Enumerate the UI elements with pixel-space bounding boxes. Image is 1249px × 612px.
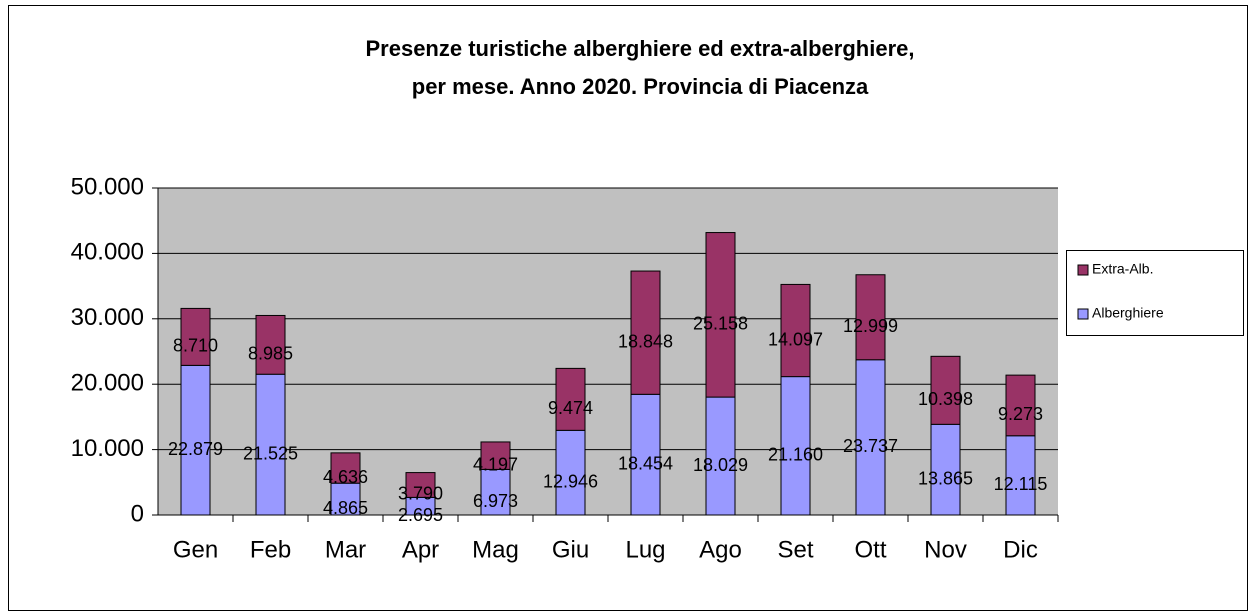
legend-swatch: [1077, 264, 1089, 276]
x-tick-label: Ago: [699, 536, 742, 563]
value-label: 21.160: [768, 445, 823, 465]
value-label: 6.973: [473, 491, 518, 511]
legend-swatch: [1077, 308, 1089, 320]
x-tick-label: Ott: [854, 536, 886, 563]
bar-segment: [930, 355, 961, 425]
value-label: 21.525: [243, 443, 298, 463]
bar-segment: [480, 441, 511, 470]
y-tick-label: 10.000: [71, 435, 144, 462]
value-label: 13.865: [918, 468, 973, 488]
bar-segment: [855, 274, 886, 361]
bar-segment: [780, 283, 811, 378]
value-label: 4.197: [473, 454, 518, 474]
bar-segment: [180, 307, 211, 366]
value-label: 8.710: [173, 336, 218, 356]
value-label: 8.985: [248, 344, 293, 364]
chart-subtitle: per mese. Anno 2020. Provincia di Piacen…: [412, 74, 869, 99]
y-tick-label: 20.000: [71, 370, 144, 397]
bar-segment: [705, 232, 736, 398]
bar-segment: [630, 270, 661, 395]
x-tick-label: Set: [777, 536, 813, 563]
x-tick-label: Feb: [250, 536, 291, 563]
x-tick-label: Mag: [472, 536, 519, 563]
x-tick-label: Nov: [924, 536, 967, 563]
plot-area: [158, 188, 1058, 515]
value-label: 12.946: [543, 471, 598, 491]
value-label: 18.848: [618, 331, 673, 351]
x-tick-label: Giu: [552, 536, 589, 563]
bar-segment: [405, 472, 436, 498]
bar-segment: [480, 468, 511, 516]
bar-segment: [180, 364, 211, 516]
x-tick-label: Gen: [173, 536, 218, 563]
bar-segment: [1005, 374, 1036, 437]
value-label: 25.158: [693, 314, 748, 334]
y-tick-label: 30.000: [71, 304, 144, 331]
bar-segment: [255, 314, 286, 375]
value-label: 12.999: [843, 316, 898, 336]
y-tick-label: 40.000: [71, 239, 144, 266]
bar-segment: [255, 373, 286, 516]
value-label: 4.865: [323, 498, 368, 518]
bar-segment: [630, 393, 661, 516]
value-label: 23.737: [843, 436, 898, 456]
legend-label: Extra-Alb.: [1092, 261, 1153, 277]
value-label: 10.398: [918, 389, 973, 409]
value-label: 3.790: [398, 484, 443, 504]
legend-box: [1066, 250, 1244, 336]
value-label: 14.097: [768, 329, 823, 349]
bar-segment: [555, 429, 586, 516]
value-label: 22.879: [168, 439, 223, 459]
value-label: 9.474: [548, 398, 593, 418]
value-label: 18.454: [618, 453, 673, 473]
x-tick-label: Dic: [1003, 536, 1038, 563]
bar-segment: [855, 359, 886, 516]
x-tick-label: Apr: [402, 536, 439, 563]
bar-segment: [330, 452, 361, 484]
bar-segment: [555, 367, 586, 431]
x-tick-label: Lug: [625, 536, 665, 563]
x-tick-label: Mar: [325, 536, 366, 563]
value-label: 18.029: [693, 455, 748, 475]
chart-title: Presenze turistiche alberghiere ed extra…: [365, 36, 914, 61]
legend-label: Alberghiere: [1092, 305, 1164, 321]
bar-segment: [930, 423, 961, 516]
y-tick-label: 50.000: [71, 173, 144, 200]
y-tick-label: 0: [131, 500, 144, 527]
value-label: 12.115: [994, 474, 1048, 494]
value-label: 4.636: [323, 467, 368, 487]
value-label: 9.273: [998, 404, 1043, 424]
